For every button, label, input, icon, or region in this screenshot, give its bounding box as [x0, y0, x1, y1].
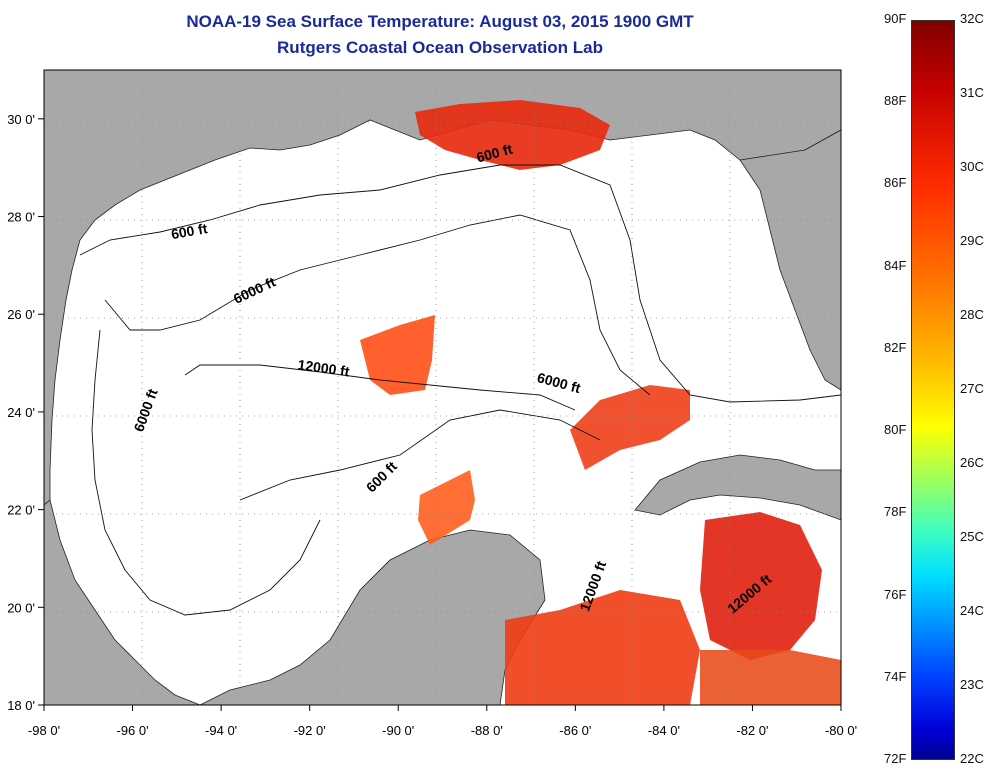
lat-tick-label: 26 0': [7, 307, 35, 322]
colorbar-f-label: 76F: [884, 586, 907, 602]
contour-600ft: [79, 164, 841, 403]
contour-6000ft-outer: [104, 214, 651, 396]
colorbar-c-label: 25C: [960, 529, 984, 544]
colorbar-c-label: 30C: [960, 159, 984, 174]
land-north-us: [44, 70, 841, 506]
colorbar-f-label: 78F: [884, 504, 907, 520]
lon-tick-label: -96 0': [116, 723, 148, 738]
lon-tick-label: -92 0': [294, 723, 326, 738]
lon-tick-label: -94 0': [205, 723, 237, 738]
colorbar-f-label: 84F: [884, 257, 907, 273]
colorbar-f-label: 90F: [884, 11, 907, 26]
lat-tick-label: 24 0': [7, 405, 35, 420]
colorbar-c-label: 29C: [960, 233, 984, 248]
sst-patch-north: [415, 100, 610, 170]
contour-6000ft-west: [91, 329, 321, 616]
contour-label: 12000 ft: [297, 356, 351, 379]
colorbar-f-label: 86F: [884, 175, 907, 191]
sst-patch-central: [360, 315, 435, 395]
graticule: [44, 70, 841, 705]
lat-tick-label: 28 0': [7, 210, 35, 225]
lat-tick-label: 22 0': [7, 503, 35, 518]
lon-tick-label: -88 0': [471, 723, 503, 738]
contour-label: 600 ft: [170, 220, 209, 242]
contour-6000ft-south: [239, 409, 601, 501]
sst-patch-caribbean: [700, 512, 822, 660]
land-mexico: [44, 499, 201, 705]
colorbar-f-label: 74F: [884, 668, 907, 684]
longitude-axis: -98 0' -96 0' -94 0' -92 0' -90 0' -88 0' -86 …: [28, 705, 857, 738]
map-title: NOAA-19 Sea Surface Temperature: August …: [186, 12, 694, 31]
colorbar-c-label: 32C: [960, 11, 984, 26]
lon-tick-label: -84 0': [648, 723, 680, 738]
sst-patch-southwest: [505, 590, 700, 705]
colorbar-c-label: 28C: [960, 307, 984, 322]
contour-12000ft: [184, 364, 576, 411]
temperature-colorbar: [911, 20, 955, 760]
lon-tick-label: -80 0': [825, 723, 857, 738]
colorbar-f-label: 80F: [884, 422, 907, 438]
colorbar-c-label: 27C: [960, 381, 984, 396]
colorbar-f-label: 88F: [884, 93, 907, 109]
colorbar-f-label: 72F: [884, 751, 907, 766]
land-florida: [739, 129, 841, 391]
latitude-axis: 30 0' 28 0' 26 0' 24 0' 22 0' 20 0' 18 0': [7, 112, 44, 713]
colorbar-c-label: 23C: [960, 677, 984, 692]
colorbar-c-label: 22C: [960, 751, 984, 766]
lon-tick-label: -82 0': [736, 723, 768, 738]
colorbar-c-label: 31C: [960, 85, 984, 100]
sst-patch-southeast: [700, 650, 841, 705]
map-frame: [43, 69, 842, 706]
land-cuba: [634, 454, 841, 521]
colorbar-c-label: 26C: [960, 455, 984, 470]
sst-patch-mid-south: [418, 470, 475, 545]
lon-tick-label: -90 0': [382, 723, 414, 738]
sst-patch-east: [570, 385, 690, 470]
map-subtitle: Rutgers Coastal Ocean Observation Lab: [277, 38, 603, 57]
lat-tick-label: 18 0': [7, 698, 35, 713]
lon-tick-label: -86 0': [559, 723, 591, 738]
colorbar-f-label: 82F: [884, 339, 907, 355]
lon-tick-label: -98 0': [28, 723, 60, 738]
lat-tick-label: 20 0': [7, 600, 35, 615]
colorbar-c-label: 24C: [960, 603, 984, 618]
lat-tick-label: 30 0': [7, 112, 35, 127]
